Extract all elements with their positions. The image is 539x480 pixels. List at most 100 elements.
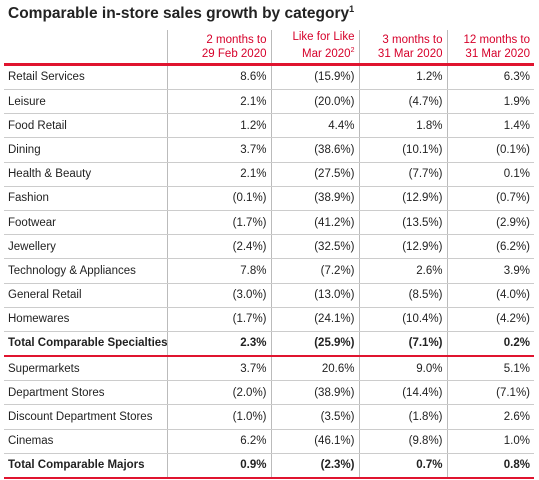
label-cell: Retail Services [4,64,167,91]
label-cell: Total Comparable Majors [4,453,167,480]
data-row: Leisure 2.1% (20.0%) (4.7%) 1.9% [4,89,534,115]
table-body: Retail Services 8.6% (15.9%) 1.2% 6.3% Leisur… [4,64,534,480]
value-cell: 20.6% [270,356,359,382]
value-cell: (2.4%) [166,234,271,260]
label-cell: Cinemas [4,429,167,454]
value-cell: 6.3% [446,64,534,91]
label-cell: Food Retail [4,113,167,139]
header-line: 29 Feb 2020 [201,47,267,60]
header-line: Mar 2020 [302,47,351,60]
value-cell: (41.2%) [270,210,359,236]
value-cell: 0.8% [446,453,534,480]
value-cell: (1.0%) [166,404,271,430]
title-text: Comparable in-store sales growth by cate… [8,5,350,23]
value-cell: 0.9% [166,453,271,480]
label-cell: Health & Beauty [4,162,167,187]
data-row: Dining 3.7% (38.6%) (10.1%) (0.1%) [4,137,534,163]
value-cell: (0.7%) [446,186,534,211]
value-cell: (38.9%) [270,186,359,211]
value-cell: (1.8%) [358,404,447,430]
header-cell: 3 months to 31 Mar 2020 [358,30,447,66]
value-cell: 0.7% [358,453,447,480]
label-cell: Total Comparable Specialties [4,331,168,358]
value-cell: 0.1% [446,162,534,187]
label-cell: Footwear [4,210,167,236]
header-line: 31 Mar 2020 [377,47,443,60]
value-cell: (7.1%) [446,380,534,406]
value-cell: (27.5%) [270,162,359,187]
data-row: Jewellery (2.4%) (32.5%) (12.9%) (6.2%) [4,234,534,260]
value-cell: (13.0%) [270,283,359,308]
value-cell: 9.0% [358,356,447,382]
value-cell: (12.9%) [358,234,447,260]
data-row: Supermarkets 3.7% 20.6% 9.0% 5.1% [4,356,534,382]
label-cell: Supermarkets [4,356,167,382]
data-row: Department Stores (2.0%) (38.9%) (14.4%) (7.… [4,380,534,406]
data-row: Retail Services 8.6% (15.9%) 1.2% 6.3% [4,64,534,91]
header-cell: 12 months to 31 Mar 2020 [446,30,534,66]
value-cell: 7.8% [166,258,271,284]
value-cell: 4.4% [270,113,359,139]
value-cell: (7.7%) [358,162,447,187]
value-cell: 2.3% [166,331,271,358]
value-cell: (13.5%) [358,210,447,236]
value-cell: 1.0% [446,429,534,454]
value-cell: (3.5%) [270,404,359,430]
label-cell: General Retail [4,283,167,308]
label-cell: Discount Department Stores [4,404,167,430]
value-cell: 5.1% [446,356,534,382]
data-row: Health & Beauty 2.1% (27.5%) (7.7%) 0.1% [4,162,534,187]
value-cell: (0.1%) [446,137,534,163]
header-line: 2 months to [206,33,267,46]
value-cell: 2.6% [358,258,447,284]
value-cell: 1.4% [446,113,534,139]
total-row: Total Comparable Majors 0.9% (2.3%) 0.7% 0.8… [4,453,534,480]
data-row: Homewares (1.7%) (24.1%) (10.4%) (4.2%) [4,307,534,332]
data-row: Food Retail 1.2% 4.4% 1.8% 1.4% [4,113,534,139]
table: 2 months to 29 Feb 2020 Like for Like Mar 2… [4,30,534,480]
value-cell: 2.6% [446,404,534,430]
value-cell: (2.9%) [446,210,534,236]
value-cell: 8.6% [166,64,271,91]
value-cell: (4.7%) [358,89,447,115]
value-cell: (4.2%) [446,307,534,332]
value-cell: (15.9%) [270,64,359,91]
value-cell: (9.8%) [358,429,447,454]
value-cell: 1.2% [166,113,271,139]
header-row: 2 months to 29 Feb 2020 Like for Like Mar 2… [4,30,534,66]
header-cell [4,30,167,66]
value-cell: (4.0%) [446,283,534,308]
value-cell: (25.9%) [270,331,359,358]
header-cell: Like for Like Mar 20202 [270,30,359,66]
value-cell: (2.3%) [270,453,359,480]
data-row: General Retail (3.0%) (13.0%) (8.5%) (4.0%) [4,283,534,308]
header-line: 12 months to [463,33,530,46]
label-cell: Technology & Appliances [4,258,167,284]
header-line: 31 Mar 2020 [465,47,530,60]
total-row: Total Comparable Specialties 2.3% (25.9%)(… [4,331,534,358]
value-cell: 0.2% [446,331,534,358]
value-cell: 2.1% [166,89,271,115]
value-cell: 1.9% [446,89,534,115]
value-cell: (10.4%) [358,307,447,332]
value-cell: 6.2% [166,429,271,454]
value-cell: (10.1%) [358,137,447,163]
title: Comparable in-store sales growth by cate… [8,4,354,23]
value-cell: (7.2%) [270,258,359,284]
data-row: Footwear (1.7%) (41.2%) (13.5%) (2.9%) [4,210,534,236]
header-note: 2 [350,47,355,54]
value-cell: (20.0%) [270,89,359,115]
value-cell: (38.6%) [270,137,359,163]
label-cell: Jewellery [4,234,167,260]
data-row: Discount Department Stores (1.0%) (3.5%) (1… [4,404,534,430]
header-cell: 2 months to 29 Feb 2020 [166,30,271,66]
value-cell: (3.0%) [166,283,271,308]
value-cell: (0.1%) [166,186,271,211]
title-note: 1 [349,4,355,14]
value-cell: 2.1% [166,162,271,187]
label-cell: Leisure [4,89,167,115]
value-cell: (38.9%) [270,380,359,406]
label-cell: Dining [4,137,167,163]
label-cell: Homewares [4,307,167,332]
